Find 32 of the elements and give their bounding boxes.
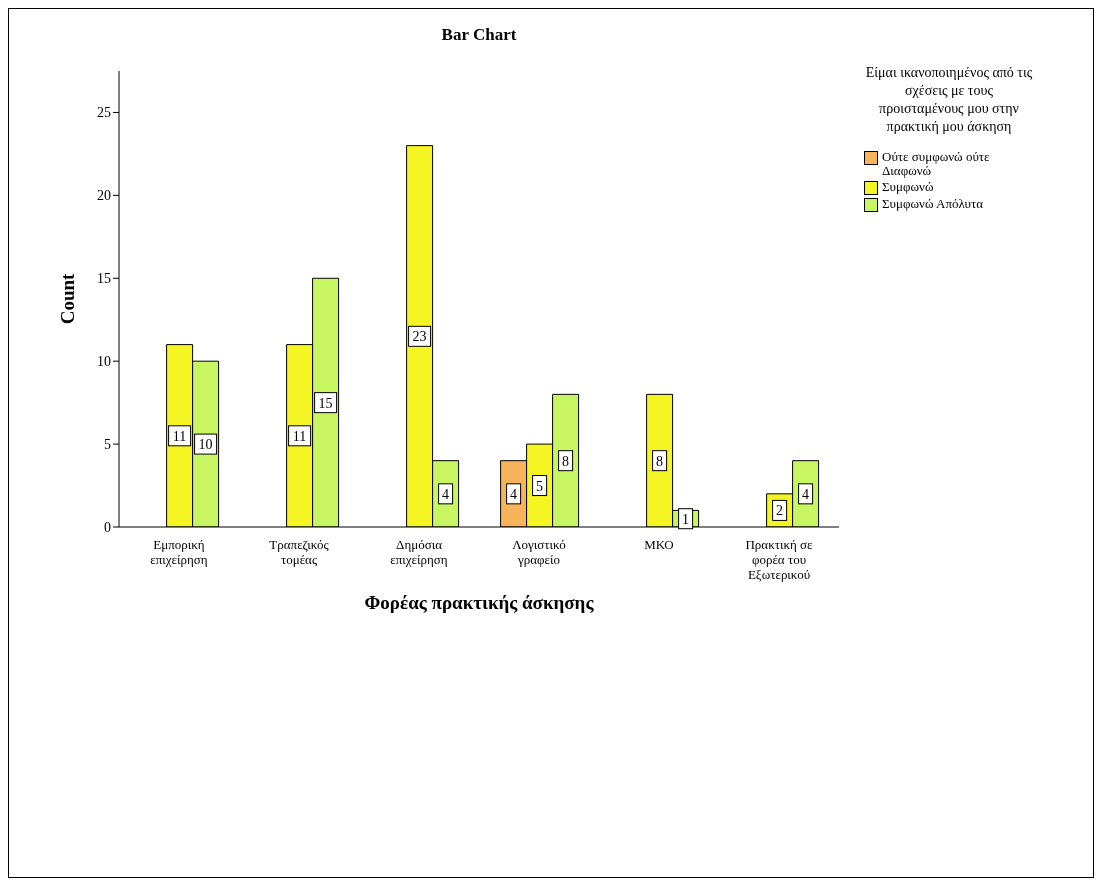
y-tick-label: 10	[97, 354, 111, 370]
data-label: 23	[412, 329, 427, 345]
legend-title: Είμαι ικανοποιημένος από τις σχέσεις με τους προισταμένους μου στην πρακτική μου άσκηση	[864, 64, 1034, 136]
y-tick-label: 20	[97, 188, 111, 204]
x-tick-label: Δημόσια επιχείρηση	[390, 537, 448, 567]
data-label: 4	[802, 486, 810, 502]
data-label: 11	[172, 428, 187, 444]
y-tick-label: 5	[104, 437, 111, 453]
y-axis-title: Count	[56, 272, 78, 325]
legend-label: Ούτε συμφωνώ ούτε Διαφωνώ	[882, 149, 991, 178]
x-tick-label: Εμπορική επιχείρηση	[150, 537, 208, 567]
x-tick-label: Πρακτική σε φορέα του Εξωτερικού	[745, 537, 814, 582]
x-tick-label: Λογιστικό γραφείο	[512, 537, 566, 567]
data-label: 8	[656, 453, 664, 469]
data-label: 2	[776, 503, 784, 519]
data-label: 4	[442, 486, 450, 502]
legend-label: Συμφωνώ	[882, 179, 934, 194]
y-tick-label: 25	[97, 105, 111, 121]
data-label: 11	[292, 428, 307, 444]
legend-label: Συμφωνώ Απόλυτα	[882, 196, 983, 211]
data-label: 8	[562, 453, 570, 469]
data-label: 4	[510, 486, 518, 502]
x-tick-label: Τραπεζικός τομέας	[269, 537, 330, 567]
data-label: 10	[198, 437, 213, 453]
y-tick-label: 0	[104, 519, 111, 535]
data-label: 5	[536, 478, 544, 494]
data-label: 15	[318, 395, 333, 411]
chart-title: Bar Chart	[440, 25, 518, 45]
x-axis-title: Φορέας πρακτικής άσκησης	[364, 592, 595, 613]
data-label: 1	[682, 511, 690, 527]
y-tick-label: 15	[97, 271, 111, 287]
x-tick-label: ΜΚΟ	[644, 537, 674, 552]
